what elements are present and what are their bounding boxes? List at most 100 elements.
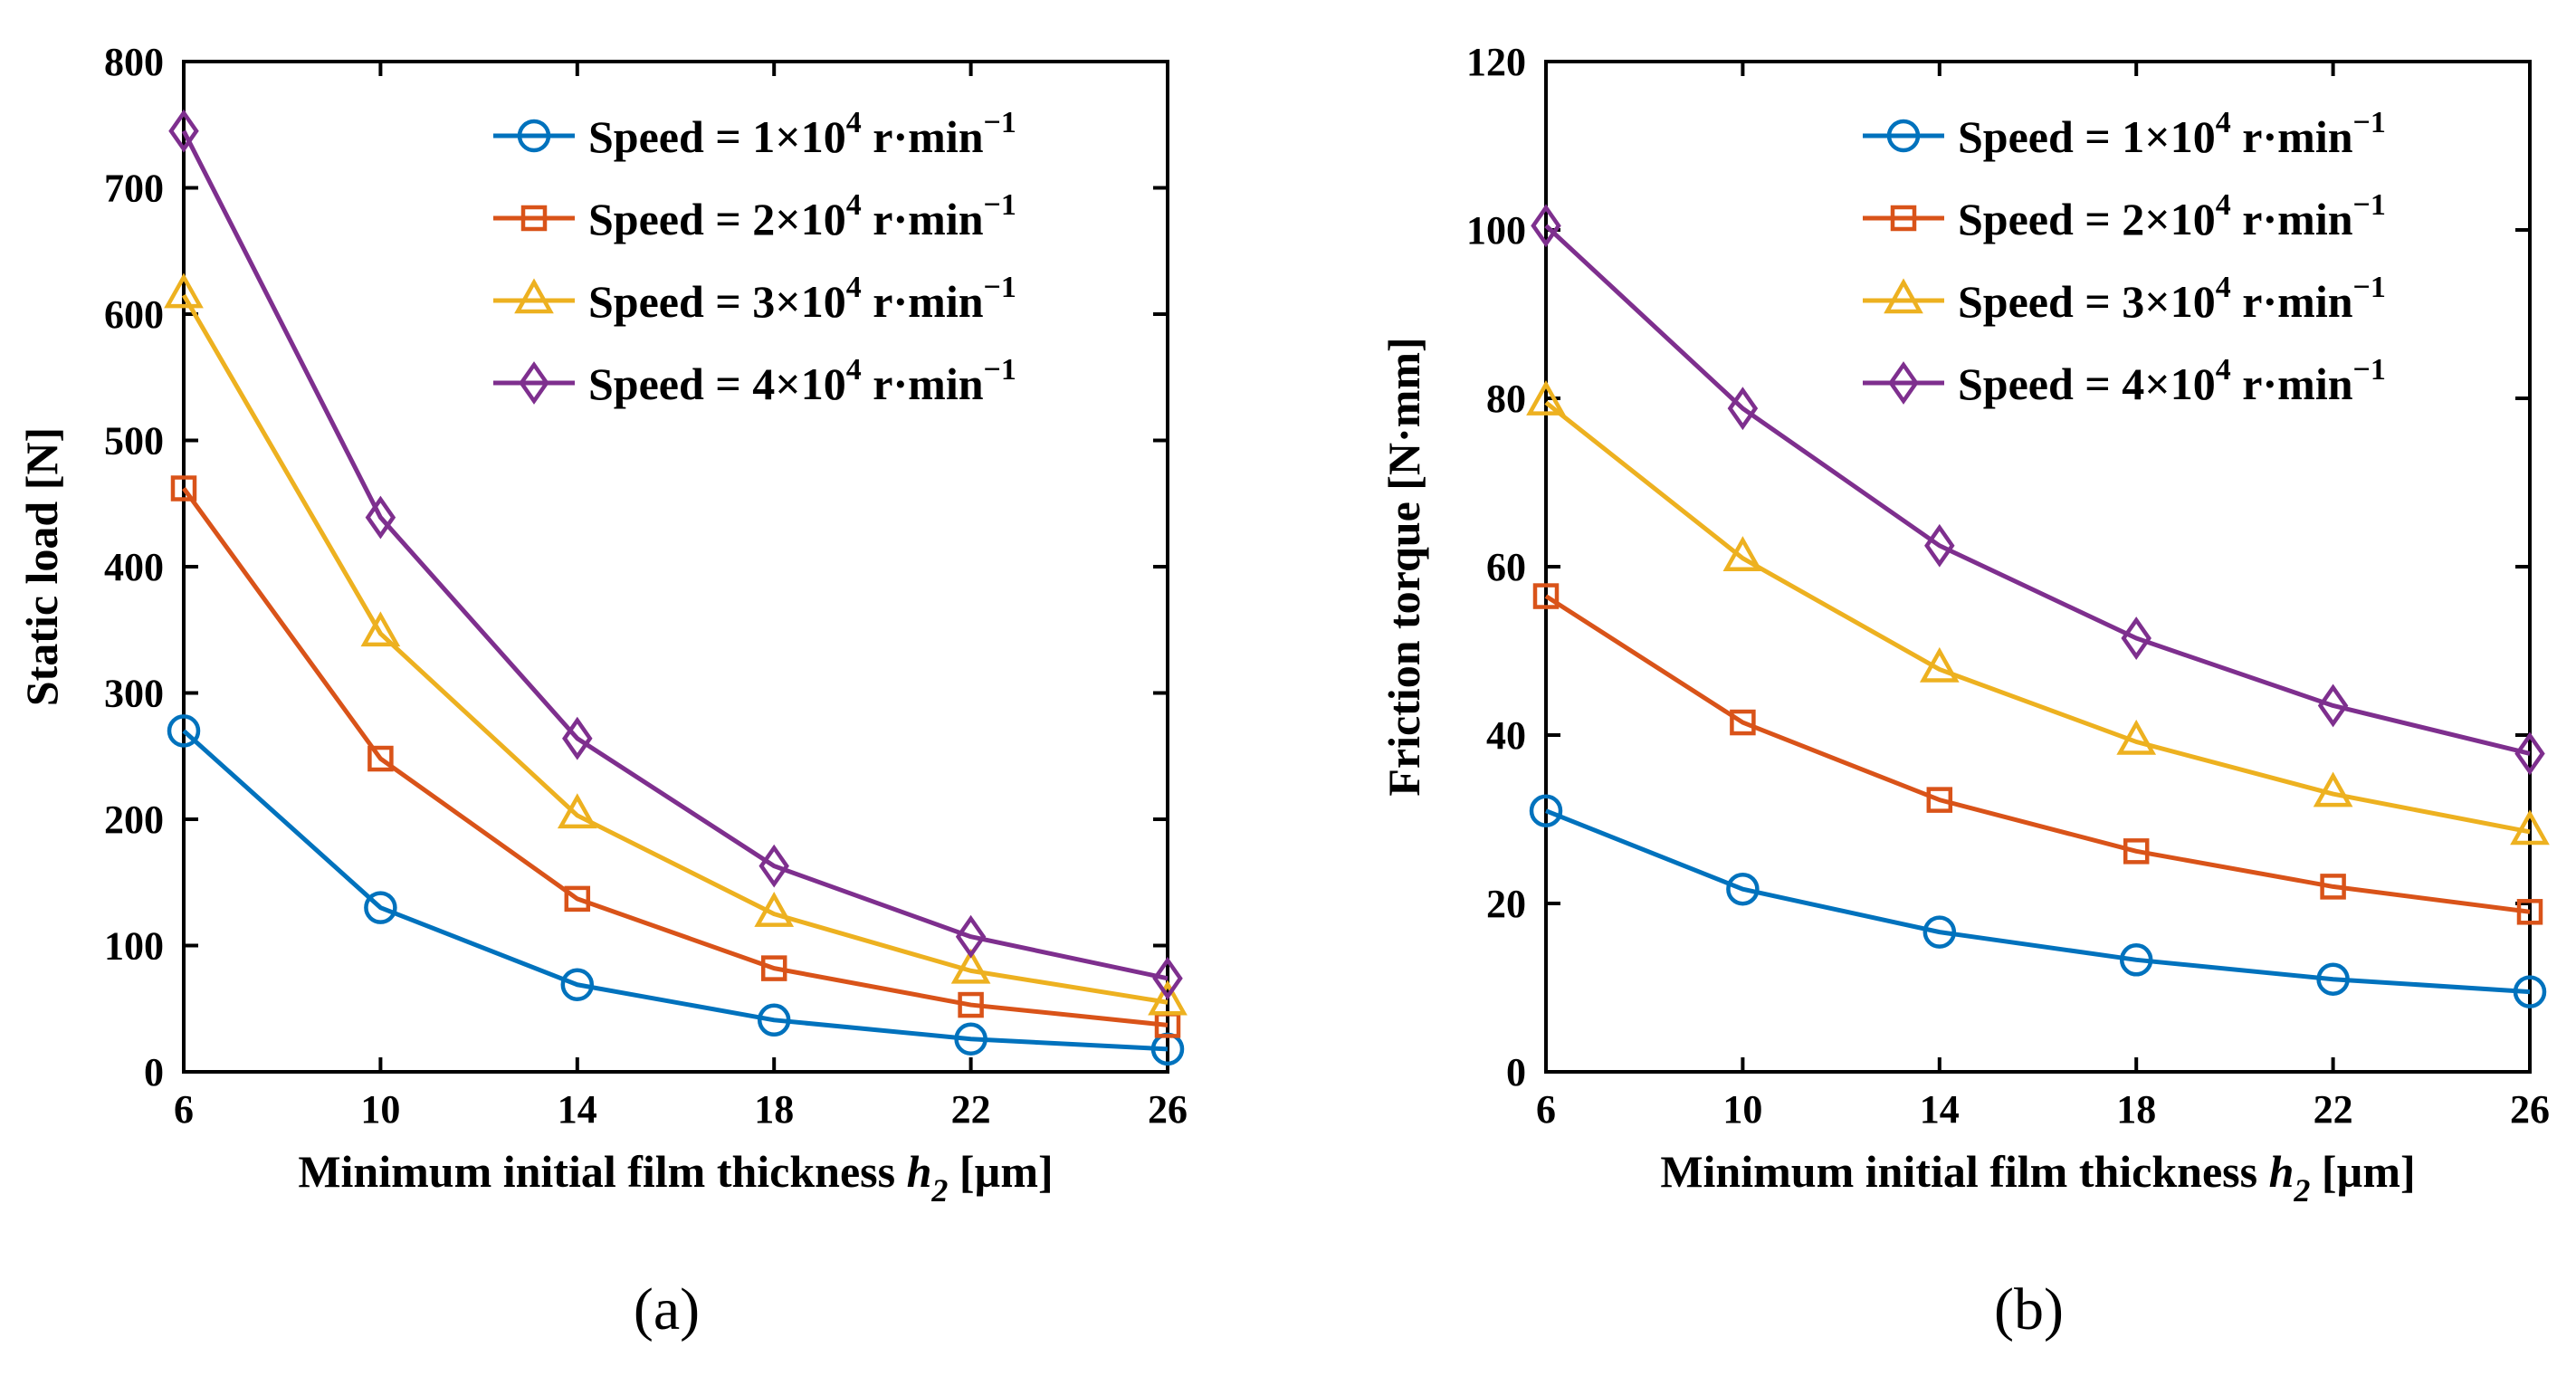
y-tick-label: 60 (1486, 545, 1526, 589)
series-line (1544, 594, 2531, 914)
series-3 (164, 272, 1188, 1016)
y-tick-label: 120 (1466, 40, 1526, 84)
data-point (560, 968, 595, 1001)
data-point (1526, 380, 1566, 416)
legend-entry: Speed = 2×104 r·min−1 (588, 188, 1016, 244)
data-point (2317, 683, 2349, 728)
data-point (365, 495, 396, 540)
y-tick-label: 20 (1486, 882, 1526, 926)
data-point (2516, 899, 2543, 925)
y-tick-label: 800 (104, 40, 164, 84)
x-tick-label: 6 (1536, 1087, 1556, 1132)
x-tick-label: 26 (2510, 1087, 2550, 1132)
y-tick-label: 100 (104, 924, 164, 969)
series-line (181, 487, 1169, 1027)
data-point (754, 892, 795, 927)
y-tick-label: 300 (104, 672, 164, 716)
chart-panel-b: 6 10 14 18 22 26 0 20 40 60 80 100 120 Speed = 1×104 … (1379, 40, 2550, 1343)
legend-swatch-marker (519, 361, 549, 405)
series-2 (170, 475, 1181, 1038)
series-2 (1532, 583, 2543, 925)
data-point (2514, 731, 2545, 776)
x-tick-label: 6 (174, 1087, 194, 1132)
series-line (182, 729, 1169, 1052)
x-tick-label: 22 (2314, 1087, 2353, 1132)
data-point (164, 272, 204, 309)
legend-entry: Speed = 4×104 r·min−1 (588, 353, 1016, 409)
legend: Speed = 1×104 r·min−1 Speed = 2×104 r·min… (1863, 106, 2386, 409)
y-tick-label: 0 (1506, 1050, 1526, 1094)
series-line (1544, 400, 2531, 835)
data-point (564, 885, 591, 913)
legend-swatch-marker (1886, 119, 1921, 153)
x-tick-label: 10 (360, 1087, 400, 1132)
y-tick-label: 200 (104, 798, 164, 842)
y-tick-label: 500 (104, 419, 164, 463)
data-point (1532, 583, 1560, 609)
y-tick-label: 400 (104, 545, 164, 589)
panel-caption: (b) (1994, 1276, 2064, 1343)
x-tick-label: 18 (754, 1087, 794, 1132)
y-tick-label: 100 (1466, 208, 1526, 253)
series-line (181, 129, 1169, 981)
data-point (1919, 646, 1960, 683)
legend-entry: Speed = 1×104 r·min−1 (588, 106, 1016, 162)
data-point (2119, 943, 2153, 977)
series-line (1545, 808, 2531, 995)
data-point (958, 991, 984, 1018)
y-tick-label: 600 (104, 292, 164, 337)
data-point (758, 844, 789, 888)
legend-entry: Speed = 3×104 r·min−1 (588, 271, 1016, 327)
data-point (1531, 204, 1561, 248)
y-tick-label: 80 (1486, 377, 1526, 421)
x-axis-label: Minimum initial film thickness h2 [µm] (1660, 1146, 2415, 1209)
legend-swatch-marker (1888, 361, 1919, 405)
legend-entry: Speed = 2×104 r·min−1 (1958, 188, 2386, 244)
series-line (181, 293, 1169, 1005)
series-4 (1531, 204, 2545, 776)
data-point (1730, 709, 1756, 736)
data-point (2510, 809, 2550, 846)
data-point (1529, 794, 1563, 827)
series-1 (167, 714, 1185, 1066)
x-tick-label: 22 (951, 1087, 991, 1132)
series-4 (168, 109, 1183, 1000)
chart-panel-a: 6 10 14 18 22 26 0 100 200 300 400 500 600 700 800 Spee… (16, 40, 1188, 1343)
data-point (2123, 838, 2150, 865)
data-point (954, 1022, 987, 1056)
data-point (1727, 387, 1759, 431)
y-axis-label: Friction torque [N·mm] (1379, 337, 1429, 796)
y-tick-label: 0 (144, 1050, 164, 1094)
y-axis-label: Static load [N] (16, 427, 67, 706)
data-point (367, 745, 394, 772)
data-point (950, 948, 991, 984)
data-point (360, 611, 401, 647)
data-point (1922, 915, 1957, 949)
legend-swatch-marker (514, 278, 554, 314)
panel-caption: (a) (634, 1276, 700, 1343)
x-tick-label: 26 (1148, 1087, 1188, 1132)
data-point (2316, 962, 2350, 996)
data-point (760, 955, 787, 981)
x-tick-label: 18 (2116, 1087, 2156, 1132)
data-point (557, 793, 597, 829)
x-tick-label: 14 (1920, 1087, 1960, 1132)
y-tick-label: 700 (104, 167, 164, 211)
series-3 (1526, 380, 2550, 846)
x-tick-label: 14 (558, 1087, 597, 1132)
data-point (1152, 956, 1183, 1000)
y-tick-label: 40 (1486, 713, 1526, 758)
data-point (2513, 975, 2547, 1008)
legend: Speed = 1×104 r·min−1 Speed = 2×104 r·min… (493, 106, 1016, 409)
legend-swatch-marker (1890, 205, 1917, 232)
x-tick-label: 10 (1722, 1087, 1762, 1132)
data-point (562, 716, 593, 760)
data-point (2121, 616, 2151, 660)
legend-swatch-marker (1884, 278, 1923, 314)
data-point (1722, 536, 1763, 571)
data-point (955, 914, 987, 959)
data-point (170, 475, 197, 502)
data-point (757, 1003, 791, 1037)
legend-entry: Speed = 4×104 r·min−1 (1958, 353, 2386, 409)
